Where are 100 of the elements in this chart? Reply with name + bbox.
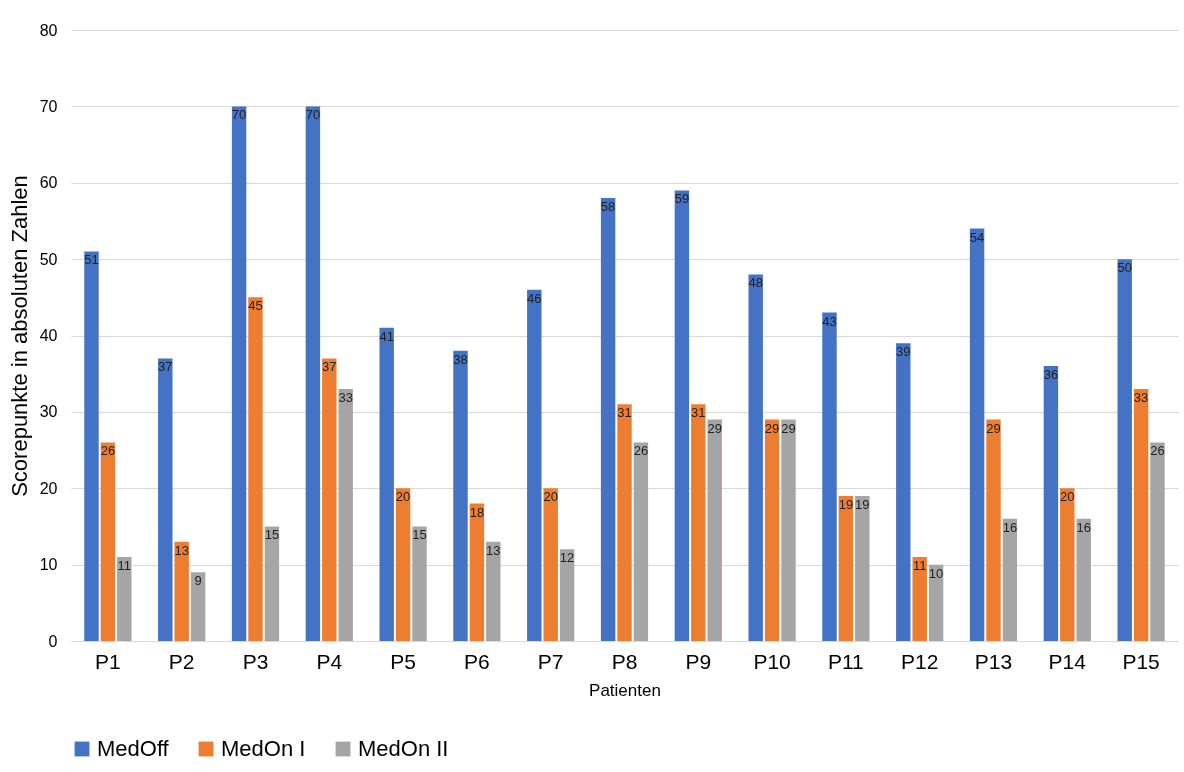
legend-label: MedOn I: [221, 736, 306, 761]
x-tick-label: P13: [974, 649, 1013, 673]
data-label: 38: [453, 351, 468, 367]
data-label: 15: [412, 527, 427, 543]
bar: [617, 404, 632, 641]
x-tick-label: P10: [753, 649, 791, 673]
data-label: 33: [1133, 389, 1149, 405]
legend-label: MedOff: [97, 736, 170, 761]
bar: [896, 343, 911, 641]
data-label: 15: [264, 527, 280, 543]
y-tick-label: 60: [39, 174, 58, 192]
data-label: 70: [305, 107, 321, 123]
legend-label: MedOn II: [358, 736, 449, 761]
bar: [600, 198, 616, 641]
data-label: 29: [986, 420, 1001, 436]
bar: [1060, 488, 1075, 641]
data-label: 50: [1117, 260, 1132, 276]
x-tick-label: P5: [390, 649, 416, 673]
x-tick-label: P8: [611, 649, 638, 673]
data-label: 46: [527, 290, 542, 306]
y-tick-label: 80: [39, 21, 58, 39]
bar: [486, 541, 501, 641]
bar: [781, 419, 796, 641]
y-tick-label: 40: [39, 327, 58, 344]
data-label: 26: [1150, 443, 1165, 459]
y-tick-label: 30: [39, 403, 58, 421]
bar: [674, 190, 690, 641]
x-tick-label: P4: [316, 649, 343, 673]
data-label: 11: [117, 557, 132, 573]
data-label: 11: [912, 557, 927, 573]
y-tick-label: 50: [39, 250, 58, 268]
data-label: 33: [338, 389, 353, 405]
bar: [1002, 518, 1018, 641]
bar: [691, 404, 706, 641]
y-tick-label: 70: [39, 97, 58, 115]
bar: [912, 556, 927, 641]
bar: [395, 488, 411, 641]
data-label: 29: [764, 420, 780, 436]
bar: [174, 541, 189, 641]
bar: [543, 488, 558, 641]
bar: [764, 419, 780, 641]
data-label: 43: [822, 313, 837, 329]
bar: [158, 358, 173, 641]
data-label: 19: [838, 496, 854, 512]
bar: [986, 419, 1001, 641]
x-tick-label: P15: [1122, 649, 1160, 673]
data-label: 13: [486, 542, 501, 558]
bar: [469, 503, 485, 641]
bar: [633, 442, 649, 641]
data-label: 70: [231, 107, 247, 123]
x-tick-label: P12: [901, 649, 939, 673]
data-label: 45: [248, 298, 263, 314]
bar: [231, 106, 247, 641]
data-label: 31: [617, 405, 632, 421]
data-label: 41: [379, 328, 394, 344]
bar: [412, 526, 427, 641]
y-axis-title: Scorepunkte in absoluten Zahlen: [6, 175, 32, 497]
x-tick-label: P14: [1048, 649, 1087, 673]
data-label: 9: [194, 573, 202, 589]
bar: [1150, 442, 1165, 641]
x-tick-label: P7: [537, 649, 564, 673]
data-label: 16: [1002, 519, 1018, 535]
y-tick-label: 20: [39, 479, 58, 497]
bar: [264, 526, 280, 641]
data-label: 36: [1043, 367, 1059, 383]
bar: [969, 228, 985, 641]
x-tick-label: P3: [242, 649, 269, 673]
x-tick-label: P6: [464, 649, 490, 673]
bar: [559, 549, 575, 641]
bar: [248, 297, 263, 641]
y-tick-label: 0: [48, 632, 58, 650]
bar: [822, 312, 837, 641]
data-label: 29: [707, 420, 722, 436]
x-tick-label: P9: [685, 649, 712, 673]
data-label: 26: [633, 443, 649, 459]
data-label: 59: [674, 191, 690, 207]
x-tick-label: P11: [827, 649, 864, 673]
data-label: 18: [469, 504, 485, 520]
bar: [855, 495, 870, 641]
data-label: 37: [158, 359, 173, 375]
bar: [453, 350, 468, 641]
bar: [527, 289, 542, 641]
data-label: 13: [174, 542, 189, 558]
bar: [928, 564, 944, 641]
x-axis-title: Patienten: [589, 680, 661, 700]
data-label: 12: [559, 550, 575, 566]
data-label: 58: [600, 199, 616, 215]
bar: [838, 495, 854, 641]
data-label: 19: [855, 496, 870, 512]
data-label: 29: [781, 420, 796, 436]
bar: [748, 274, 763, 641]
y-tick-label: 10: [39, 556, 58, 574]
bar: [707, 419, 722, 641]
bar: [379, 327, 394, 641]
data-label: 31: [691, 405, 706, 421]
bar: [338, 388, 353, 641]
bar: [84, 251, 99, 641]
x-tick-label: P1: [95, 649, 121, 673]
bar: [117, 556, 132, 641]
data-label: 20: [1060, 489, 1075, 505]
